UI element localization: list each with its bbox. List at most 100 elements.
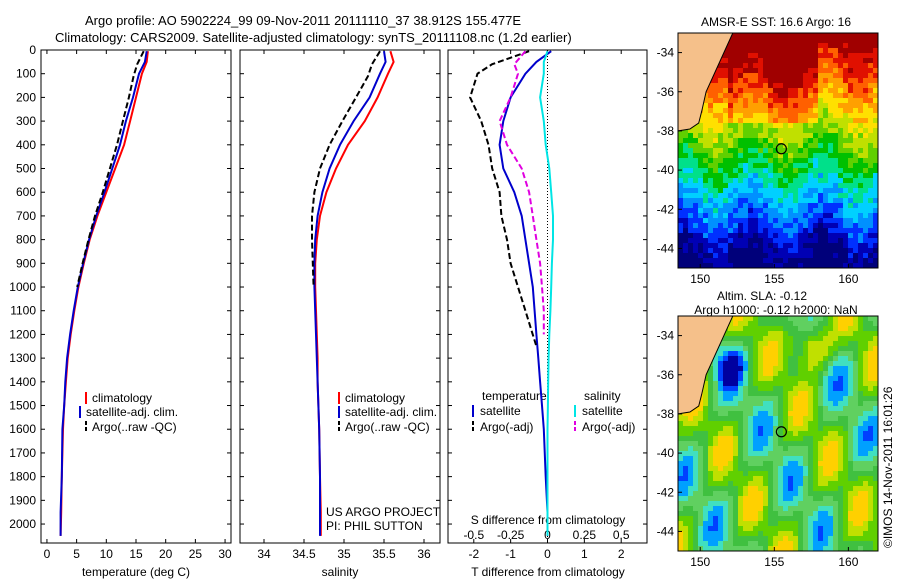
map-cell xyxy=(828,148,834,154)
map-cell xyxy=(753,83,759,89)
map-cell xyxy=(843,361,849,367)
map-cell xyxy=(798,486,804,492)
map-cell xyxy=(808,88,814,94)
map-cell xyxy=(798,98,804,104)
map-cell xyxy=(718,376,724,382)
map-cell xyxy=(853,218,859,224)
map-cell xyxy=(743,481,749,487)
map-cell xyxy=(763,536,769,542)
map-cell xyxy=(808,123,814,129)
map-cell xyxy=(723,208,729,214)
map-cell xyxy=(743,193,749,199)
map-cell xyxy=(793,316,799,322)
map-cell xyxy=(778,356,784,362)
map-cell xyxy=(843,73,849,79)
map-cell xyxy=(823,411,829,417)
map-y-tick-label: -34 xyxy=(657,46,675,60)
map-cell xyxy=(828,93,834,99)
map-cell xyxy=(723,411,729,417)
map-cell xyxy=(713,78,719,84)
map-cell xyxy=(778,351,784,357)
map-cell xyxy=(718,93,724,99)
map-cell xyxy=(773,331,779,337)
map-cell xyxy=(848,63,854,69)
map-cell xyxy=(738,263,744,268)
map-cell xyxy=(758,143,764,149)
map-cell xyxy=(758,481,764,487)
map-cell xyxy=(688,441,694,447)
map-cell xyxy=(863,43,869,49)
map-cell xyxy=(753,138,759,144)
map-cell xyxy=(748,263,754,268)
map-cell xyxy=(778,546,784,551)
map-cell xyxy=(708,441,714,447)
map-cell xyxy=(688,253,694,259)
map-cell xyxy=(868,501,874,507)
map-cell xyxy=(788,183,794,189)
map-cell xyxy=(863,486,869,492)
map-cell xyxy=(838,263,844,268)
map-cell xyxy=(733,98,739,104)
map-cell xyxy=(793,471,799,477)
map-cell xyxy=(868,218,874,224)
map-cell xyxy=(783,521,789,527)
map-cell xyxy=(773,346,779,352)
map-cell xyxy=(783,248,789,254)
map-cell xyxy=(843,376,849,382)
map-cell xyxy=(688,188,694,194)
map-cell xyxy=(808,168,814,174)
map-cell xyxy=(698,173,704,179)
map-cell xyxy=(748,178,754,184)
map-cell xyxy=(828,376,834,382)
map-cell xyxy=(793,436,799,442)
map-cell xyxy=(868,466,874,472)
map-cell xyxy=(793,486,799,492)
map-cell xyxy=(848,228,854,234)
map-cell xyxy=(748,371,754,377)
map-cell xyxy=(768,258,774,264)
map-cell xyxy=(818,316,824,322)
map-cell xyxy=(763,461,769,467)
map-cell xyxy=(738,376,744,382)
map-cell xyxy=(688,451,694,457)
map-cell xyxy=(808,521,814,527)
x2-tick-label: -0.25 xyxy=(497,528,525,542)
map-cell xyxy=(768,93,774,99)
map-cell xyxy=(808,138,814,144)
map-cell xyxy=(703,123,709,129)
map-cell xyxy=(773,536,779,542)
map-cell xyxy=(798,396,804,402)
map-cell xyxy=(808,228,814,234)
map-cell xyxy=(708,446,714,452)
map-cell xyxy=(778,198,784,204)
map-cell xyxy=(703,163,709,169)
map-cell xyxy=(733,178,739,184)
map-cell xyxy=(858,218,864,224)
map-cell xyxy=(743,541,749,547)
map-cell xyxy=(703,536,709,542)
map-cell xyxy=(813,263,819,268)
map-cell xyxy=(858,416,864,422)
map-cell xyxy=(848,58,854,64)
map-cell xyxy=(743,198,749,204)
map-cell xyxy=(783,356,789,362)
map-cell xyxy=(773,68,779,74)
map-cell xyxy=(728,88,734,94)
map-cell xyxy=(798,541,804,547)
map-cell xyxy=(843,436,849,442)
map-cell xyxy=(718,218,724,224)
map-cell xyxy=(693,536,699,542)
map-cell xyxy=(718,531,724,537)
map-cell xyxy=(808,203,814,209)
map-cell xyxy=(853,73,859,79)
map-cell xyxy=(808,346,814,352)
map-cell xyxy=(873,416,878,422)
map-cell xyxy=(823,481,829,487)
map-cell xyxy=(763,466,769,472)
map-cell xyxy=(713,103,719,109)
map-cell xyxy=(823,63,829,69)
map-cell xyxy=(813,506,819,512)
map-cell xyxy=(808,83,814,89)
map-cell xyxy=(713,371,719,377)
map-cell xyxy=(843,38,849,44)
